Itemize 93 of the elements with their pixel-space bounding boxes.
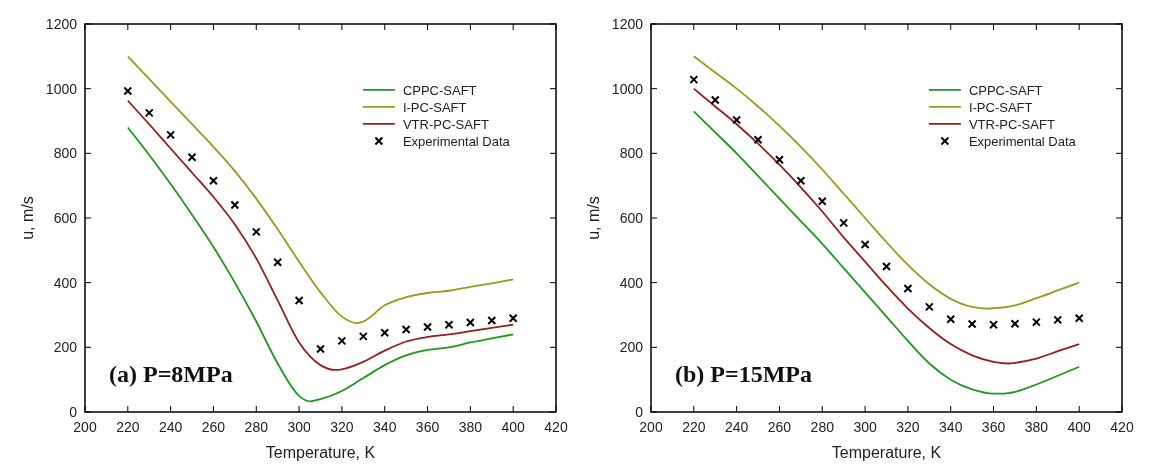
y-tick-label: 1200 bbox=[611, 15, 644, 32]
x-tick-label: 220 bbox=[682, 419, 706, 435]
point bbox=[187, 152, 197, 162]
point bbox=[508, 313, 518, 323]
annotation: (a) P=8MPa bbox=[109, 361, 233, 387]
point bbox=[753, 135, 763, 145]
point bbox=[316, 344, 325, 354]
x-tick-label: 240 bbox=[724, 419, 749, 435]
point bbox=[273, 257, 283, 267]
x-tick-label: 360 bbox=[981, 419, 1006, 435]
x-tick-label: 400 bbox=[1067, 419, 1092, 435]
point bbox=[166, 130, 176, 140]
x-tick-label: 380 bbox=[458, 419, 483, 435]
x-tick-label: 280 bbox=[244, 419, 269, 435]
y-tick-label: 1200 bbox=[45, 15, 78, 32]
point bbox=[860, 240, 870, 250]
x-tick-label: 200 bbox=[639, 419, 663, 435]
point bbox=[1053, 315, 1063, 325]
x-axis-title: Temperature, K bbox=[265, 444, 376, 461]
point bbox=[337, 336, 347, 346]
y-tick-label: 400 bbox=[619, 274, 644, 291]
point bbox=[796, 176, 806, 186]
y-tick-label: 200 bbox=[53, 339, 78, 356]
y-tick-label: 1000 bbox=[611, 80, 644, 97]
point bbox=[817, 196, 827, 206]
legend-label: I-PC-SAFT bbox=[968, 99, 1033, 115]
annotation: (b) P=15MPa bbox=[675, 361, 812, 387]
legend-label: Experimental Data bbox=[402, 133, 511, 149]
y-tick-label: 0 bbox=[635, 403, 644, 420]
x-tick-label: 380 bbox=[1024, 419, 1049, 435]
legend-label: I-PC-SAFT bbox=[402, 99, 467, 115]
x-tick-label: 400 bbox=[501, 419, 526, 435]
point bbox=[358, 331, 368, 341]
point bbox=[208, 176, 218, 186]
x-tick-label: 300 bbox=[853, 419, 877, 435]
y-tick-label: 800 bbox=[53, 145, 78, 162]
line-series bbox=[692, 87, 1081, 365]
y-tick-label: 600 bbox=[53, 209, 78, 226]
point bbox=[380, 328, 390, 338]
x-tick-label: 360 bbox=[415, 419, 440, 435]
x-tick-label: 340 bbox=[939, 419, 963, 435]
y-tick-label: 600 bbox=[619, 209, 644, 226]
point bbox=[401, 325, 411, 335]
y-axis-title: u, m/s bbox=[585, 196, 602, 240]
line-series bbox=[126, 55, 515, 324]
x-tick-label: 260 bbox=[201, 419, 226, 435]
point bbox=[230, 200, 240, 210]
x-axis-title: Temperature, K bbox=[831, 444, 942, 461]
x-tick-label: 340 bbox=[373, 419, 397, 435]
legend-label: VTR-PC-SAFT bbox=[402, 116, 489, 132]
legend-label: Experimental Data bbox=[968, 133, 1077, 149]
point bbox=[465, 317, 475, 327]
x-tick-label: 320 bbox=[330, 419, 354, 435]
point bbox=[774, 155, 784, 165]
x-tick-label: 420 bbox=[1110, 419, 1134, 435]
legend-label: VTR-PC-SAFT bbox=[968, 116, 1055, 132]
x-tick-label: 220 bbox=[116, 419, 140, 435]
y-tick-label: 200 bbox=[619, 339, 644, 356]
x-tick-label: 200 bbox=[73, 419, 97, 435]
point bbox=[1010, 319, 1020, 329]
point bbox=[1031, 317, 1041, 327]
point bbox=[1074, 313, 1084, 323]
point bbox=[423, 322, 433, 332]
y-axis-title: u, m/s bbox=[19, 196, 36, 240]
legend-label: CPPC-SAFT bbox=[968, 82, 1043, 98]
point bbox=[251, 227, 261, 237]
x-tick-label: 320 bbox=[896, 419, 920, 435]
point bbox=[689, 75, 699, 85]
point bbox=[732, 115, 742, 125]
y-tick-label: 1000 bbox=[45, 80, 78, 97]
x-tick-label: 300 bbox=[287, 419, 311, 435]
point bbox=[989, 320, 999, 330]
legend-label: CPPC-SAFT bbox=[402, 82, 477, 98]
point bbox=[710, 95, 720, 105]
point bbox=[839, 218, 849, 228]
point bbox=[294, 295, 304, 305]
x-tick-label: 240 bbox=[158, 419, 183, 435]
point bbox=[946, 314, 956, 324]
point bbox=[144, 108, 154, 118]
x-tick-label: 260 bbox=[767, 419, 792, 435]
point bbox=[924, 302, 934, 312]
point bbox=[487, 316, 497, 325]
y-tick-label: 800 bbox=[619, 145, 644, 162]
point bbox=[123, 86, 133, 96]
point bbox=[882, 262, 891, 271]
point bbox=[444, 320, 454, 330]
point bbox=[903, 283, 913, 293]
point bbox=[967, 319, 977, 329]
y-tick-label: 0 bbox=[69, 403, 78, 420]
y-tick-label: 400 bbox=[53, 274, 78, 291]
x-tick-label: 280 bbox=[810, 419, 835, 435]
line-series bbox=[692, 55, 1081, 310]
x-tick-label: 420 bbox=[544, 419, 568, 435]
